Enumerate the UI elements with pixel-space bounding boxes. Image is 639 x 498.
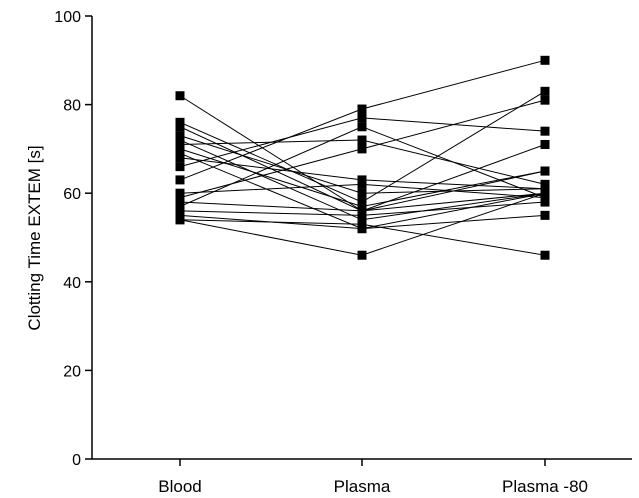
y-tick-label: 100 — [54, 9, 81, 26]
data-point — [540, 210, 550, 220]
x-tick-label: Plasma -80 — [502, 477, 588, 496]
data-point — [357, 179, 367, 189]
data-point — [540, 139, 550, 149]
y-axis-title: Clotting Time EXTEM [s] — [25, 145, 44, 330]
data-point — [175, 153, 185, 163]
data-point — [357, 113, 367, 123]
data-point — [357, 135, 367, 145]
axes — [85, 15, 632, 466]
x-tick-label: Blood — [158, 477, 201, 496]
data-point — [357, 104, 367, 114]
data-markers — [175, 55, 550, 260]
data-point — [357, 122, 367, 132]
data-point — [540, 188, 550, 198]
y-tick-label: 0 — [72, 452, 81, 469]
data-point — [357, 210, 367, 220]
data-point — [175, 162, 185, 172]
data-point — [540, 197, 550, 207]
y-tick-label: 80 — [63, 98, 81, 115]
data-point — [357, 144, 367, 154]
data-point — [540, 126, 550, 136]
data-point — [357, 188, 367, 198]
data-point — [175, 122, 185, 132]
y-tick-label: 60 — [63, 186, 81, 203]
data-point — [175, 175, 185, 185]
x-tick-label: Plasma — [334, 477, 391, 496]
data-point — [540, 55, 550, 65]
data-point — [540, 95, 550, 105]
data-point — [357, 219, 367, 229]
y-tick-label: 20 — [63, 363, 81, 380]
data-point — [540, 86, 550, 96]
data-point — [540, 250, 550, 260]
data-point — [175, 91, 185, 101]
data-point — [357, 250, 367, 260]
y-tick-label: 40 — [63, 275, 81, 292]
data-point — [540, 166, 550, 176]
data-point — [175, 215, 185, 225]
axis-labels: 0 20 40 60 80 100 Blood Plasma Plasma -80 — [54, 9, 588, 496]
